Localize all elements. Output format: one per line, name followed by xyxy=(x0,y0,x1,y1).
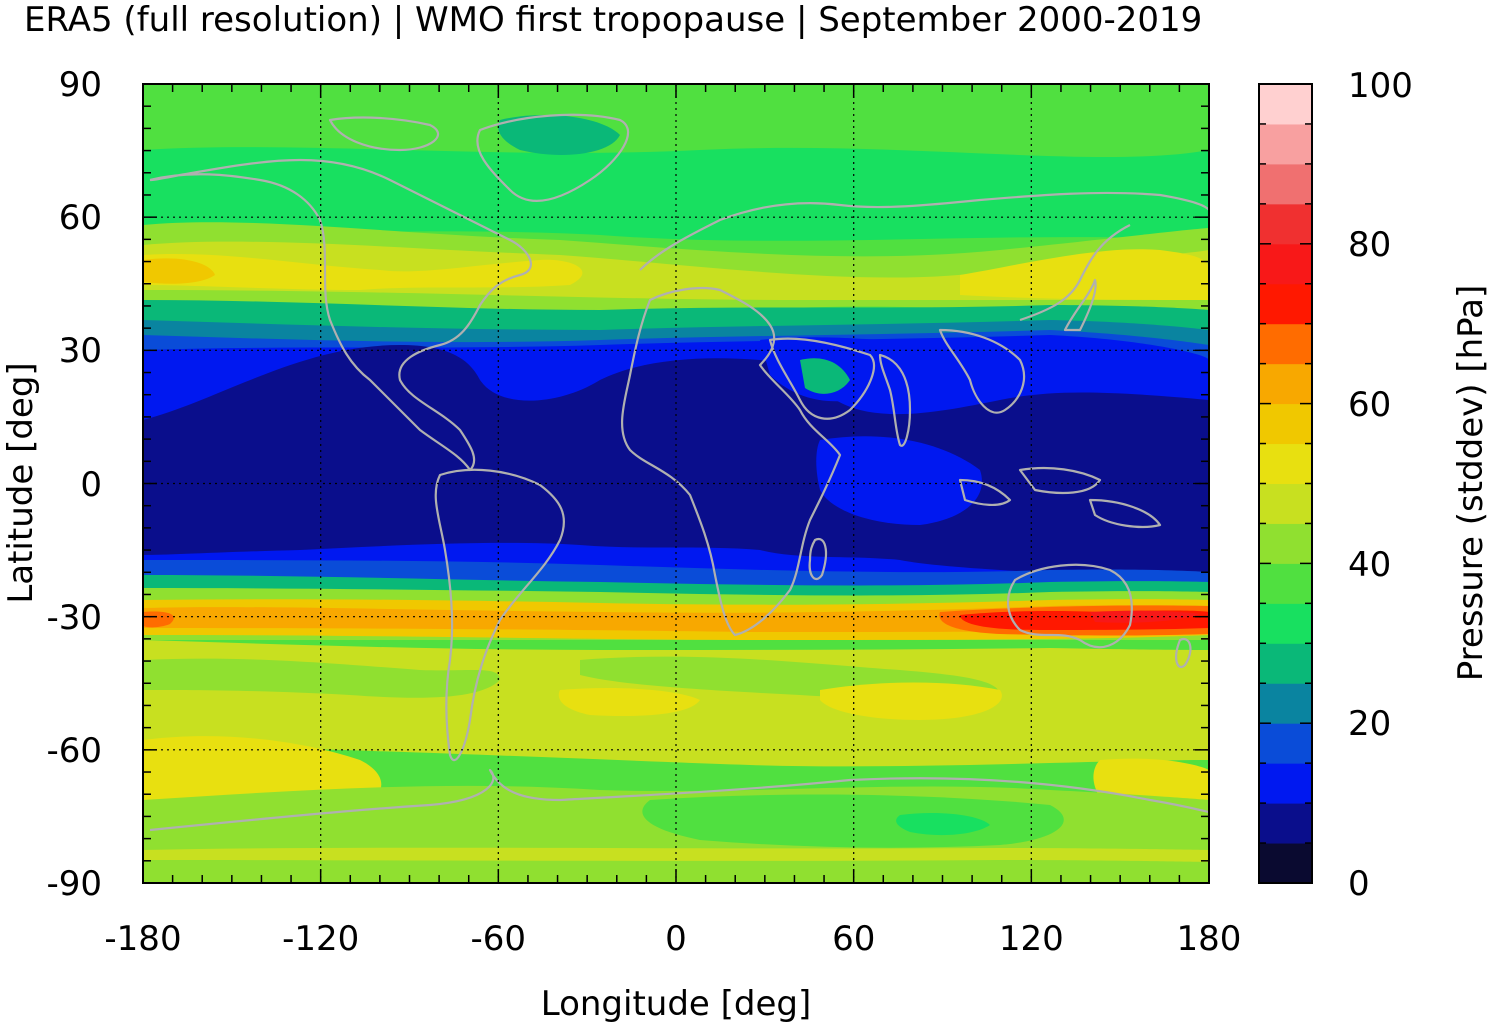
colorbar-swatch xyxy=(1259,363,1312,405)
colorbar-swatch xyxy=(1259,443,1312,484)
x-tick-label: -120 xyxy=(282,919,359,959)
colorbar-swatch xyxy=(1259,843,1312,884)
y-axis-label: Latitude [deg] xyxy=(1,362,41,603)
colorbar-tick-label: 0 xyxy=(1348,864,1370,904)
colorbar-tick-label: 20 xyxy=(1348,704,1391,744)
x-tick-labels: -180 -120 -60 0 60 120 180 xyxy=(104,919,1241,959)
colorbar-ticks xyxy=(1259,83,1312,884)
colorbar-swatch xyxy=(1259,563,1312,604)
colorbar-swatch xyxy=(1259,203,1312,245)
colorbar-swatch xyxy=(1259,603,1312,644)
x-tick-label: 120 xyxy=(999,919,1064,959)
colorbar-tick-label: 100 xyxy=(1348,66,1413,106)
colorbar-swatch xyxy=(1259,803,1312,844)
y-tick-label: 60 xyxy=(59,198,102,238)
map-minor-ticks xyxy=(142,83,1210,884)
colorbar-swatch xyxy=(1259,403,1312,445)
x-tick-label: 60 xyxy=(832,919,875,959)
colorbar-swatch xyxy=(1259,523,1312,564)
y-tick-label: 30 xyxy=(59,331,102,371)
y-tick-label: -90 xyxy=(46,864,102,904)
colorbar-swatch xyxy=(1259,643,1312,684)
colorbar-swatch xyxy=(1259,243,1312,285)
colorbar-swatch xyxy=(1259,683,1312,724)
colorbar-tick-label: 40 xyxy=(1348,545,1391,585)
x-tick-label: 0 xyxy=(665,919,687,959)
x-tick-label: -180 xyxy=(104,919,181,959)
x-tick-label: 180 xyxy=(1177,919,1242,959)
grid-lines xyxy=(143,84,1209,883)
colorbar-swatch xyxy=(1259,323,1312,365)
colorbar-swatch xyxy=(1259,763,1312,804)
map-field xyxy=(143,84,1209,883)
colorbar-tick-labels: 0 20 40 60 80 100 xyxy=(1348,66,1413,904)
y-tick-label: -30 xyxy=(46,598,102,638)
colorbar-swatch xyxy=(1259,723,1312,764)
y-tick-label: -60 xyxy=(46,731,102,771)
colorbar-swatches xyxy=(1259,84,1312,884)
colorbar-swatch xyxy=(1259,483,1312,524)
chart-title: ERA5 (full resolution) | WMO first tropo… xyxy=(24,0,1203,40)
colorbar-swatch xyxy=(1259,163,1312,205)
y-tick-label: 0 xyxy=(80,465,102,505)
colorbar-swatch xyxy=(1259,84,1312,125)
colorbar-swatch xyxy=(1259,123,1312,165)
coastlines xyxy=(149,113,1209,832)
colorbar-label: Pressure (stddev) [hPa] xyxy=(1451,285,1491,681)
colorbar-swatch xyxy=(1259,283,1312,325)
colorbar-tick-label: 80 xyxy=(1348,225,1391,265)
x-axis-label: Longitude [deg] xyxy=(541,984,812,1024)
x-tick-label: -60 xyxy=(471,919,527,959)
colorbar-tick-label: 60 xyxy=(1348,385,1391,425)
y-tick-label: 90 xyxy=(59,65,102,105)
y-tick-labels: 90 60 30 0 -30 -60 -90 xyxy=(46,65,102,904)
